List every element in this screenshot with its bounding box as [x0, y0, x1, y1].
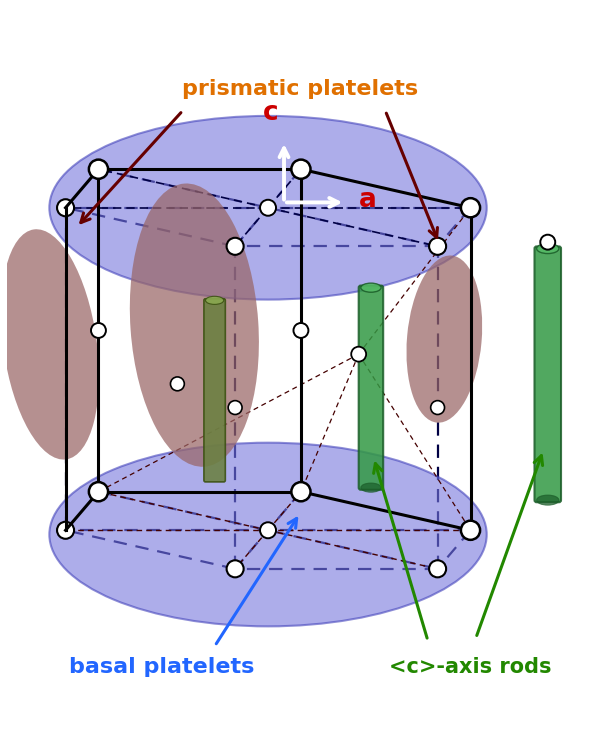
Text: prismatic platelets: prismatic platelets — [182, 79, 418, 100]
Circle shape — [227, 560, 244, 578]
Ellipse shape — [361, 483, 381, 492]
Circle shape — [260, 200, 276, 216]
FancyBboxPatch shape — [359, 286, 383, 490]
FancyBboxPatch shape — [204, 299, 226, 482]
Circle shape — [429, 238, 446, 255]
Ellipse shape — [361, 283, 381, 293]
Circle shape — [431, 400, 445, 415]
Ellipse shape — [130, 183, 259, 467]
Text: a: a — [359, 187, 376, 213]
Circle shape — [89, 160, 108, 179]
Circle shape — [89, 482, 108, 501]
Ellipse shape — [1, 229, 99, 459]
Circle shape — [57, 199, 74, 216]
Circle shape — [260, 523, 276, 538]
Circle shape — [292, 482, 311, 501]
Circle shape — [461, 198, 480, 217]
Text: <c>-axis rods: <c>-axis rods — [389, 657, 552, 677]
Ellipse shape — [536, 495, 559, 505]
Circle shape — [292, 160, 311, 179]
Ellipse shape — [206, 296, 224, 305]
Circle shape — [228, 400, 242, 415]
Circle shape — [91, 323, 106, 338]
FancyBboxPatch shape — [535, 247, 561, 502]
Ellipse shape — [406, 256, 482, 423]
Circle shape — [170, 377, 184, 391]
Circle shape — [351, 347, 366, 362]
Circle shape — [57, 522, 74, 539]
Text: basal platelets: basal platelets — [69, 657, 254, 677]
Circle shape — [293, 323, 308, 338]
Circle shape — [227, 238, 244, 255]
Ellipse shape — [49, 116, 487, 299]
Ellipse shape — [536, 244, 559, 253]
Text: c: c — [263, 100, 278, 126]
Circle shape — [541, 234, 555, 250]
Circle shape — [429, 560, 446, 578]
Circle shape — [461, 521, 480, 540]
Ellipse shape — [49, 443, 487, 627]
